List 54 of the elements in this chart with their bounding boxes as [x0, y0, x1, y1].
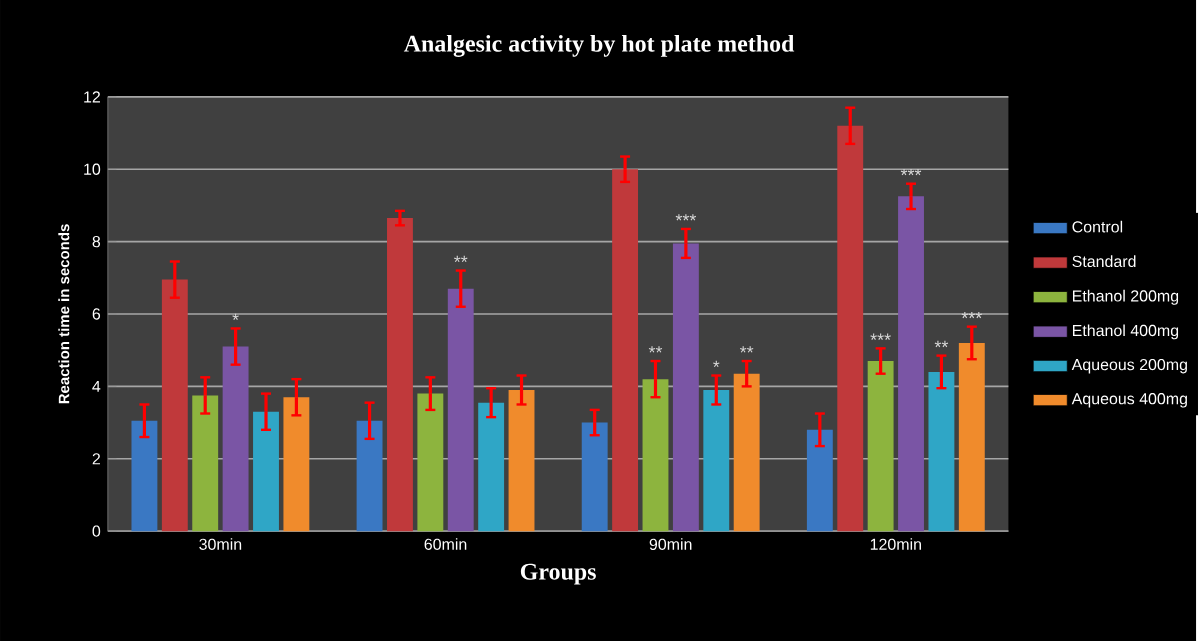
chart-title: Analgesic activity by hot plate method — [403, 34, 795, 57]
bar — [642, 379, 669, 532]
legend-label: Ethanol 400mg — [1072, 324, 1179, 340]
legend-label: Control — [1072, 220, 1123, 233]
y-tick-label: 2 — [92, 453, 100, 465]
bar — [356, 420, 383, 532]
data-label: * — [232, 313, 239, 321]
bar — [192, 395, 219, 532]
data-label: ** — [934, 340, 949, 348]
data-label: ** — [454, 255, 468, 263]
legend-label: Aqueous 400mg — [1071, 393, 1187, 408]
bar — [581, 422, 608, 532]
bar — [612, 169, 639, 532]
y-tick-label: 12 — [84, 91, 100, 103]
x-tick-label: 30min — [199, 538, 242, 550]
data-label: *** — [675, 214, 697, 221]
bar — [283, 397, 310, 532]
legend-label: Ethanol 200mg — [1072, 289, 1179, 305]
x-tick-label: 60min — [424, 538, 467, 550]
legend-label: Aqueous 200mg — [1071, 358, 1187, 374]
y-tick-label: 4 — [92, 380, 101, 392]
bar — [898, 196, 924, 532]
bar — [417, 393, 444, 532]
bar — [508, 390, 535, 532]
bar — [672, 243, 699, 532]
data-label: *** — [870, 333, 891, 340]
bar — [447, 288, 474, 532]
bar — [131, 420, 158, 532]
data-label: ** — [648, 346, 663, 353]
bar — [837, 125, 864, 532]
y-axis-title: Reaction time in seconds — [58, 224, 70, 404]
bar — [387, 218, 413, 532]
bar — [222, 346, 249, 532]
y-tick-label: 0 — [92, 525, 101, 537]
data-label: *** — [900, 168, 922, 176]
data-label: *** — [961, 311, 982, 319]
y-tick-label: 10 — [84, 163, 101, 175]
bar — [867, 361, 894, 532]
x-tick-label: 90min — [649, 538, 692, 550]
bar — [928, 371, 955, 532]
bar — [806, 429, 833, 532]
bar — [478, 402, 505, 532]
data-label: * — [713, 360, 720, 368]
bar — [253, 411, 279, 532]
y-tick-label: 6 — [92, 308, 101, 320]
data-label: ** — [739, 346, 754, 353]
bar — [958, 342, 985, 532]
y-tick-label: 8 — [92, 235, 101, 248]
bar — [161, 279, 188, 532]
legend-label: Standard — [1072, 255, 1136, 268]
x-tick-label: 120min — [870, 538, 921, 550]
bar — [703, 390, 730, 532]
x-axis-title: Groups — [520, 563, 596, 585]
bar — [733, 373, 760, 532]
